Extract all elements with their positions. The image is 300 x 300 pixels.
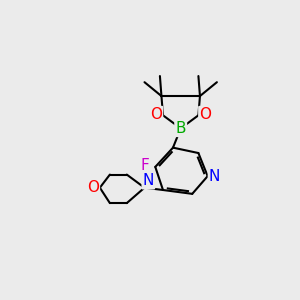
Text: N: N <box>143 173 154 188</box>
Text: O: O <box>199 107 211 122</box>
Text: B: B <box>176 121 186 136</box>
Text: O: O <box>150 107 162 122</box>
Text: N: N <box>209 169 220 184</box>
Text: O: O <box>87 180 99 195</box>
Text: F: F <box>140 158 149 173</box>
